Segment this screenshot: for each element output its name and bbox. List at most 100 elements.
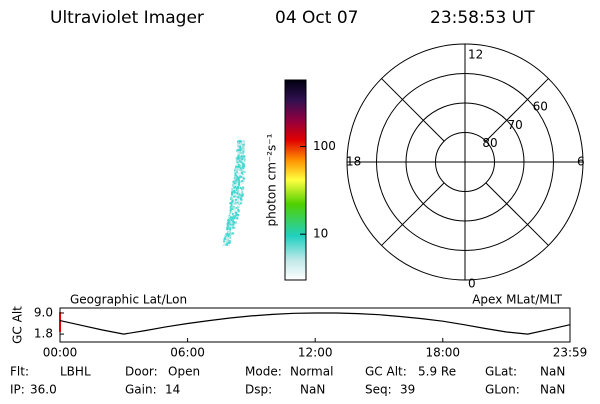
aurora-pixel [235, 159, 238, 162]
field-label: Door: [125, 365, 158, 379]
aurora-pixel [235, 193, 238, 196]
field-value: 39 [400, 383, 415, 397]
aurora-pixel [224, 243, 227, 246]
aurora-pixel [232, 213, 234, 216]
aurora-pixel [241, 181, 244, 184]
aurora-pixel [236, 165, 239, 168]
polar-ring-label: 70 [508, 118, 523, 132]
polar-ring-label: 60 [533, 100, 548, 114]
aurora-pixel [241, 197, 244, 200]
aurora-pixel [231, 208, 234, 211]
aurora-pixel [240, 200, 243, 203]
aurora-pixel [232, 180, 235, 183]
aurora-pixel [233, 227, 236, 229]
aurora-pixel [230, 218, 233, 221]
aurora-pixel [230, 197, 233, 200]
aurora-pixel [233, 215, 236, 218]
polar-spoke [381, 182, 445, 246]
aurora-pixel [239, 194, 242, 197]
aurora-pixel [236, 156, 239, 159]
aurora-pixel [235, 187, 238, 190]
field-label: GLon: [485, 383, 520, 397]
aurora-pixel [231, 188, 234, 191]
aurora-pixel [239, 143, 242, 146]
aurora-pixel [238, 203, 241, 206]
aurora-pixel [232, 226, 235, 229]
aurora-pixel [238, 152, 241, 155]
aurora-pixel [241, 193, 244, 196]
aurora-pixel [236, 149, 239, 152]
aurora-pixel [224, 237, 227, 240]
aurora-pixel [235, 179, 238, 182]
aurora-pixel [235, 171, 238, 173]
aurora-pixel [232, 224, 235, 227]
aurora-pixel [240, 171, 242, 174]
aurora-pixel [236, 217, 239, 220]
aurora-pixel [239, 193, 242, 195]
aurora-pixel [243, 157, 246, 160]
aurora-pixel [243, 170, 245, 173]
aurora-pixel [236, 192, 239, 195]
colorbar [284, 79, 307, 281]
aurora-pixel [236, 161, 239, 164]
aurora-pixel [238, 182, 240, 185]
aurora-pixel [235, 163, 238, 166]
aurora-pixel [238, 181, 241, 184]
aurora-pixel [243, 148, 246, 151]
mlt-label: 0 [468, 277, 476, 291]
x-tick-label: 18:00 [425, 346, 460, 360]
aurora-pixel [226, 240, 229, 242]
aurora-pixel [241, 171, 244, 174]
aurora-pixel [229, 202, 232, 205]
aurora-pixel [237, 165, 240, 168]
field-value: NaN [300, 383, 325, 397]
aurora-pixel [227, 235, 230, 238]
aurora-pixel [241, 147, 244, 150]
aurora-pixel [231, 206, 234, 209]
aurora-pixel [237, 209, 240, 211]
aurora-pixel [239, 187, 242, 189]
x-tick-label: 23:59 [553, 346, 588, 360]
aurora-pixel [233, 221, 236, 224]
aurora-pixel [227, 227, 229, 230]
aurora-pixel [229, 229, 231, 232]
aurora-pixel [241, 146, 244, 149]
aurora-pixel [236, 201, 239, 204]
aurora-pixel [236, 173, 239, 176]
field-value: NaN [540, 383, 565, 397]
aurora-pixel [239, 158, 242, 161]
aurora-pixel [238, 201, 241, 204]
aurora-pixel [231, 217, 234, 220]
aurora-pixel [237, 176, 240, 179]
aurora-pixel [231, 227, 233, 230]
aurora-pixel [241, 190, 244, 193]
aurora-image [222, 140, 246, 247]
polar-spoke [485, 182, 549, 246]
aurora-pixel [231, 193, 233, 196]
aurora-pixel [234, 209, 237, 212]
y-axis-label: GC Alt [11, 306, 25, 344]
aurora-pixel [233, 191, 236, 194]
field-label: Seq: [365, 383, 392, 397]
colorbar-label: photon cm⁻²s⁻¹ [265, 133, 279, 226]
field-value: 14 [165, 383, 180, 397]
aurora-pixel [241, 165, 244, 168]
aurora-pixel [234, 182, 237, 185]
aurora-pixel [238, 146, 241, 148]
aurora-pixel [240, 161, 243, 164]
aurora-pixel [233, 199, 235, 201]
aurora-pixel [241, 188, 244, 191]
field-label: GLat: [485, 365, 517, 379]
altitude-line [59, 312, 571, 335]
aurora-pixel [227, 241, 230, 244]
aurora-pixel [237, 149, 240, 152]
aurora-pixel [228, 240, 231, 243]
aurora-pixel [234, 176, 237, 179]
aurora-pixel [222, 244, 225, 247]
aurora-pixel [240, 164, 243, 167]
colorbar-tick-label: 100 [313, 139, 336, 153]
aurora-pixel [234, 178, 237, 181]
title: Ultraviolet Imager [50, 8, 204, 28]
